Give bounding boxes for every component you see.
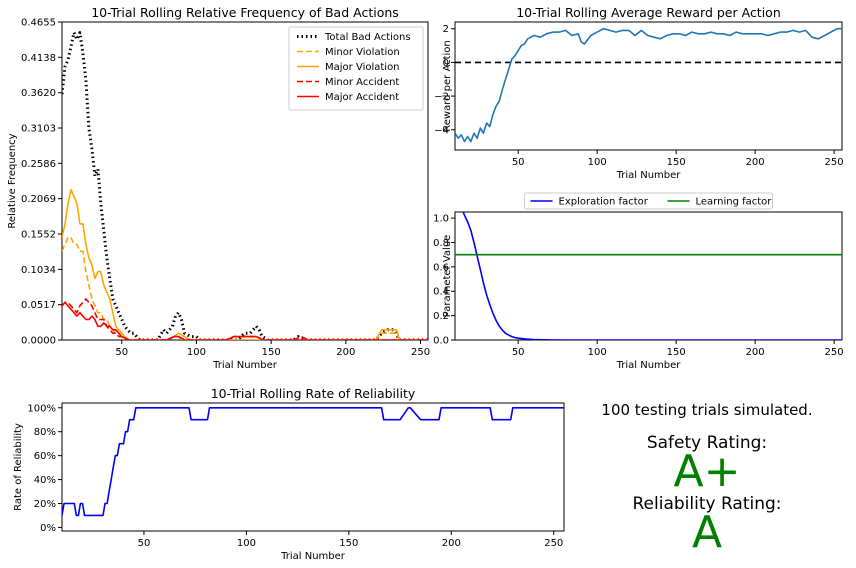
x-tick-label: 150 bbox=[339, 538, 358, 549]
reliability-rating-label: Reliability Rating: bbox=[632, 494, 782, 514]
series-line-major-violation bbox=[62, 188, 428, 340]
x-axis-label: Trial Number bbox=[212, 360, 278, 371]
x-tick-label: 150 bbox=[667, 157, 686, 168]
y-tick-label: 0.4655 bbox=[21, 18, 56, 29]
x-tick-label: 50 bbox=[512, 347, 525, 358]
x-tick-label: 100 bbox=[588, 347, 607, 358]
series-line-minor-violation bbox=[62, 236, 428, 340]
y-tick-label: −4 bbox=[434, 125, 449, 136]
x-tick-label: 250 bbox=[411, 347, 430, 358]
x-axis-label: Trial Number bbox=[280, 551, 346, 562]
legend-box bbox=[288, 26, 424, 111]
y-tick-label: 0.1552 bbox=[21, 229, 56, 240]
series-line-series-0 bbox=[455, 27, 842, 143]
y-tick-label: 20% bbox=[34, 499, 56, 510]
y-tick-label: 0.0 bbox=[433, 336, 449, 347]
x-tick-label: 200 bbox=[746, 347, 765, 358]
y-tick-label: 0 bbox=[443, 58, 449, 69]
series-line-exploration-factor bbox=[462, 212, 842, 340]
y-tick-label: 0.3103 bbox=[21, 124, 56, 135]
y-axis-label: Reward per Action bbox=[442, 40, 453, 132]
legend-label: Learning factor bbox=[696, 197, 773, 208]
plot-area bbox=[455, 212, 842, 340]
x-axis-label: Trial Number bbox=[616, 170, 682, 181]
y-tick-label: 0.1034 bbox=[21, 265, 56, 276]
x-tick-label: 200 bbox=[336, 347, 355, 358]
y-tick-label: 0.2586 bbox=[21, 159, 56, 170]
series-line-total-bad-actions bbox=[62, 31, 428, 340]
y-tick-label: 0.6 bbox=[433, 262, 449, 273]
y-tick-label: 0.0000 bbox=[21, 336, 56, 347]
legend-label: Total Bad Actions bbox=[324, 32, 411, 43]
y-tick-label: 0.4138 bbox=[21, 53, 56, 64]
chart-bad_actions: 10-Trial Rolling Relative Frequency of B… bbox=[7, 5, 430, 371]
reliability-rating-grade: A bbox=[691, 507, 723, 558]
chart-reward: 10-Trial Rolling Average Reward per Acti… bbox=[434, 5, 843, 181]
x-tick-label: 250 bbox=[825, 347, 844, 358]
chart-title: 10-Trial Rolling Relative Frequency of B… bbox=[91, 5, 399, 20]
y-axis-label: Rate of Reliability bbox=[13, 423, 24, 511]
legend-label: Minor Violation bbox=[325, 47, 400, 58]
y-tick-label: 0.8 bbox=[433, 238, 449, 249]
y-tick-label: 0.0517 bbox=[21, 300, 56, 311]
trials-simulated-text: 100 testing trials simulated. bbox=[601, 401, 813, 419]
x-tick-label: 100 bbox=[187, 347, 206, 358]
x-tick-label: 250 bbox=[825, 157, 844, 168]
y-axis-label: Parameter Value bbox=[442, 235, 453, 318]
x-tick-label: 150 bbox=[262, 347, 281, 358]
legend-box bbox=[524, 192, 773, 210]
y-axis-label: Relative Frequency bbox=[7, 133, 18, 228]
x-tick-label: 100 bbox=[588, 157, 607, 168]
y-tick-label: 0.2069 bbox=[21, 194, 56, 205]
series-line-minor-accident bbox=[62, 298, 428, 340]
chart-reliability: 10-Trial Rolling Rate of Reliability 50 10… bbox=[13, 386, 565, 562]
y-tick-label: 0.3620 bbox=[21, 88, 56, 99]
plot-area bbox=[62, 406, 564, 517]
x-axis-label: Trial Number bbox=[616, 360, 682, 371]
x-tick-label: 150 bbox=[667, 347, 686, 358]
x-tick-label: 200 bbox=[442, 538, 461, 549]
series-line-series-0 bbox=[62, 406, 564, 517]
plot-area bbox=[62, 31, 428, 340]
chart-title: 10-Trial Rolling Rate of Reliability bbox=[211, 386, 416, 401]
y-tick-label: 0% bbox=[40, 523, 56, 534]
x-tick-label: 200 bbox=[746, 157, 765, 168]
x-tick-label: 100 bbox=[237, 538, 256, 549]
x-tick-label: 50 bbox=[115, 347, 128, 358]
legend-label: Major Violation bbox=[325, 62, 400, 73]
plot-area bbox=[455, 27, 842, 143]
y-tick-label: 60% bbox=[34, 451, 56, 462]
axes-frame bbox=[454, 21, 843, 151]
x-tick-label: 50 bbox=[138, 538, 151, 549]
x-tick-label: 50 bbox=[512, 157, 525, 168]
y-tick-label: 80% bbox=[34, 427, 56, 438]
y-tick-label: 0.2 bbox=[433, 311, 449, 322]
y-tick-label: 100% bbox=[27, 403, 56, 414]
y-tick-label: 0.4 bbox=[433, 287, 449, 298]
legend-label: Major Accident bbox=[325, 92, 399, 103]
series-line-major-accident bbox=[62, 301, 428, 340]
axes-frame bbox=[61, 402, 565, 532]
y-tick-label: 1.0 bbox=[433, 214, 449, 225]
safety-rating-grade: A+ bbox=[673, 446, 741, 497]
y-tick-label: 40% bbox=[34, 475, 56, 486]
chart-parameters: 50 100 150 200 250 0.0 0.2 0.4 0.6 0.8 1.0 Trial Nu… bbox=[433, 192, 844, 371]
safety-rating-label: Safety Rating: bbox=[646, 433, 768, 453]
chart-title: 10-Trial Rolling Average Reward per Acti… bbox=[516, 5, 781, 20]
x-tick-label: 250 bbox=[544, 538, 563, 549]
y-tick-label: −2 bbox=[434, 92, 449, 103]
axes-frame bbox=[454, 211, 843, 341]
legend-label: Exploration factor bbox=[559, 197, 649, 208]
legend-label: Minor Accident bbox=[325, 77, 399, 88]
y-tick-label: 2 bbox=[443, 24, 449, 35]
rating-summary: 100 testing trials simulated. Safety Rat… bbox=[590, 396, 824, 558]
